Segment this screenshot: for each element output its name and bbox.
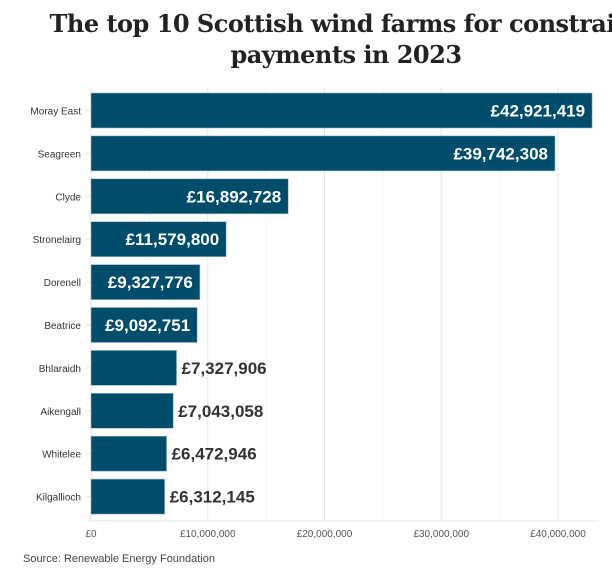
bar [90, 478, 165, 515]
data-label: £39,742,308 [453, 144, 548, 163]
bar [90, 264, 201, 300]
bar [90, 350, 177, 386]
category-label: Dorenell [44, 278, 81, 289]
data-label: £9,327,776 [108, 273, 193, 292]
bar [90, 307, 198, 343]
chart-title: The top 10 Scottish wind farms for const… [49, 9, 612, 69]
category-label: Kilgallioch [36, 493, 81, 504]
data-label: £11,579,800 [126, 230, 220, 249]
source-note: Source: Renewable Energy Foundation [23, 553, 216, 565]
bar [90, 135, 556, 172]
data-label: £6,472,946 [172, 445, 257, 464]
x-tick-label: £40,000,000 [530, 529, 586, 540]
category-label: Beatrice [44, 321, 81, 332]
category-label: Moray East [30, 107, 81, 118]
category-label: Bhlaraidh [39, 364, 81, 375]
data-label: £16,892,728 [187, 187, 282, 206]
bar [90, 178, 289, 215]
data-label: £9,092,751 [105, 316, 190, 335]
category-label: Aikengall [40, 407, 81, 418]
category-label: Clyde [55, 192, 81, 203]
bar [90, 221, 227, 257]
category-label: Seagreen [38, 149, 81, 160]
category-label: Whitelee [42, 450, 81, 461]
bar [90, 435, 167, 472]
data-label: £42,921,419 [491, 102, 586, 121]
x-tick-label: £0 [85, 529, 97, 540]
data-label: £7,043,058 [178, 402, 263, 421]
data-label: £6,312,145 [170, 488, 255, 507]
category-label: Stronelairg [33, 235, 81, 246]
x-tick-label: £20,000,000 [297, 529, 353, 540]
bar-chart: £0 £10,000,000 £20,000,000 £30,000,000 £40,0… [30, 88, 599, 540]
bar [90, 392, 174, 429]
data-label: £7,327,906 [182, 359, 267, 378]
x-tick-label: £10,000,000 [180, 529, 236, 540]
bar [90, 92, 593, 129]
x-tick-label: £30,000,000 [413, 529, 469, 540]
